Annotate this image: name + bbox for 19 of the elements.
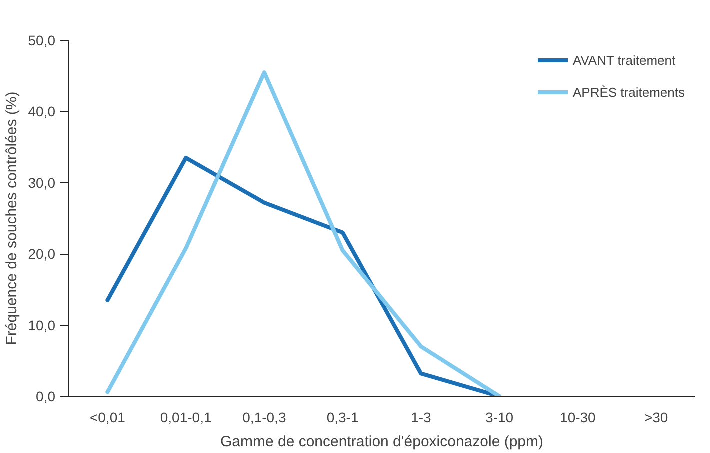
x-tick-label: 0,3-1	[326, 410, 359, 426]
y-tick-label: 10,0	[28, 317, 56, 334]
y-tick-label: 20,0	[28, 246, 56, 262]
line-series	[106, 70, 502, 396]
x-tick-label: 0,1-0,3	[242, 410, 286, 426]
y-tick-label: 40,0	[28, 104, 56, 120]
x-tick-label: >30	[644, 410, 668, 426]
legend-label: AVANT traitement	[573, 52, 676, 68]
x-tick-label: 10-30	[560, 410, 596, 426]
x-tick-label: 3-10	[486, 410, 514, 426]
x-tick-label: <0,01	[90, 410, 126, 426]
y-axis-title: Fréquence de souches contrôlées (%)	[3, 92, 20, 346]
y-tick-label: 30,0	[28, 174, 56, 191]
y-tick-label: 0,0	[36, 388, 56, 404]
y-tick-label: 50,0	[28, 32, 56, 48]
legend-label: APRÈS traitements	[573, 84, 685, 100]
x-axis-title: Gamme de concentration d'époxiconazole (ppm)	[220, 434, 544, 450]
x-tick-label: 0,01-0,1	[160, 410, 212, 426]
x-tick-label: 1-3	[411, 410, 432, 426]
